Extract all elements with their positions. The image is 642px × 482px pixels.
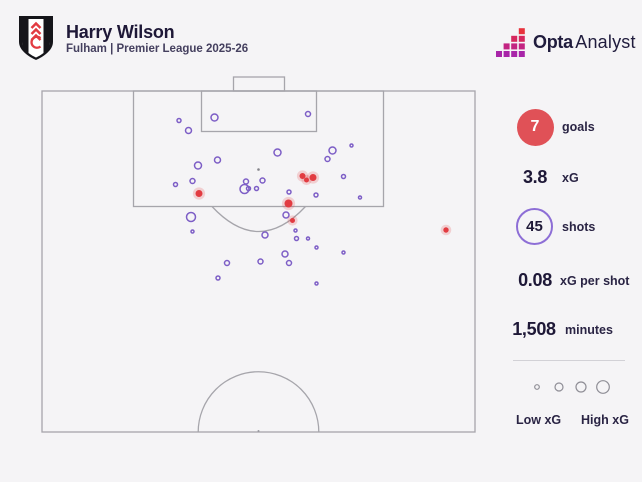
minutes-label: minutes xyxy=(565,323,613,337)
shots-value: 45 xyxy=(526,218,543,235)
legend-divider xyxy=(513,360,625,361)
xg-per-shot-value: 0.08 xyxy=(518,270,552,290)
brand-name-light: Analyst xyxy=(575,31,636,52)
page-subtitle: Fulham | Premier League 2025-26 xyxy=(66,43,249,55)
fulham-crest-icon xyxy=(18,15,54,66)
xg-size-legend xyxy=(534,380,610,394)
shots-label: shots xyxy=(562,220,596,234)
shots-badge: 45 xyxy=(516,208,553,245)
xg-label: xG xyxy=(562,171,579,185)
goals-value: 7 xyxy=(530,118,540,135)
goals-label: goals xyxy=(562,120,595,134)
xg-per-shot-label: xG per shot xyxy=(560,274,630,288)
opta-mark-icon xyxy=(496,28,525,57)
xg-value: 3.8 xyxy=(522,167,548,187)
brand-name-bold: Opta xyxy=(533,31,573,52)
goals-badge: 7 xyxy=(516,108,554,146)
legend-high-label: High xG xyxy=(581,413,629,427)
opta-analyst-logo: Opta Analyst xyxy=(496,27,636,57)
minutes-value: 1,508 xyxy=(512,319,556,339)
page-title: Harry Wilson xyxy=(66,22,175,42)
legend-low-label: Low xG xyxy=(516,413,562,427)
